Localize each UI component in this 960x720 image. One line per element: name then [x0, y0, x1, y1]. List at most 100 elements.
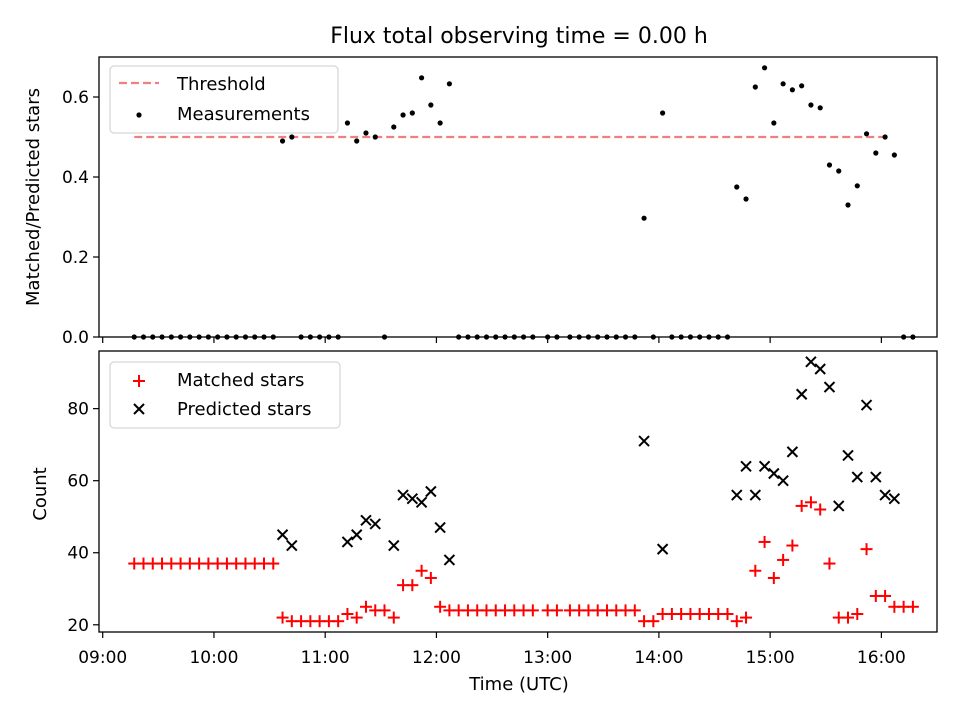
measurement-point — [279, 138, 286, 144]
measurement-point — [826, 162, 833, 168]
matched-star-point — [526, 604, 539, 617]
matched-star-point — [332, 615, 345, 628]
predicted-star-point — [860, 399, 873, 411]
bottom-axes-frame — [98, 350, 938, 633]
matched-star-point — [814, 503, 827, 516]
matched-star-point — [823, 557, 836, 570]
matched-star-point — [767, 571, 780, 584]
measurement-point — [882, 134, 888, 140]
measurement-point — [418, 75, 425, 81]
measurement-point — [845, 202, 851, 208]
predicted-star-point — [731, 489, 743, 501]
legend-threshold-label: Threshold — [176, 74, 266, 95]
measurement-point — [372, 134, 378, 140]
top-panel: 0.0 0.2 0.4 0.6 Matched/Predicted stars Thr… — [23, 56, 938, 348]
matched-star-point — [628, 604, 641, 617]
matched-star-point — [424, 571, 437, 584]
matched-star-point — [758, 535, 771, 548]
predicted-star-point — [276, 529, 289, 541]
measurement-point — [808, 102, 814, 108]
predicted-star-point — [350, 529, 363, 541]
measurement-point — [363, 130, 369, 136]
matched-star-point — [842, 611, 855, 624]
legend-measurements-swatch — [136, 112, 142, 118]
bottom-xtick-label: 16:00 — [857, 648, 906, 668]
predicted-star-point — [814, 363, 826, 375]
matched-star-point — [359, 600, 372, 613]
matched-star-point — [550, 604, 563, 617]
predicted-star-point — [443, 554, 456, 566]
predicted-star-point — [406, 492, 419, 505]
predicted-star-point — [434, 521, 446, 534]
predicted-star-point — [388, 539, 400, 552]
matched-star-point — [879, 589, 892, 602]
predicted-star-point — [638, 435, 650, 447]
measurement-point — [817, 105, 823, 111]
matched-star-point — [350, 611, 363, 624]
matched-star-point — [804, 496, 817, 509]
matched-star-point — [860, 543, 873, 556]
measurement-point — [799, 83, 805, 89]
measurement-point — [780, 81, 786, 87]
legend-predicted-swatch — [133, 403, 145, 415]
matched-star-point — [434, 600, 447, 613]
matched-star-point — [387, 611, 400, 624]
predicted-star-point — [397, 489, 409, 501]
bottom-yticks: 20 40 60 80 — [67, 400, 99, 636]
measurement-point — [743, 196, 749, 202]
predicted-star-point — [879, 489, 891, 501]
predicted-star-point — [286, 539, 298, 552]
matched-star-point — [406, 579, 419, 592]
bottom-xtick-label: 13:00 — [523, 648, 572, 668]
predicted-star-point — [749, 489, 762, 501]
legend-predicted-label: Predicted stars — [177, 399, 311, 420]
matched-star-point — [786, 539, 799, 552]
predicted-star-point — [777, 474, 789, 487]
matched-star-point — [777, 553, 790, 566]
top-legend: Threshold Measurements — [109, 65, 339, 134]
matched-star-point — [749, 564, 762, 577]
measurement-point — [761, 65, 768, 71]
bottom-xtick-label: 12:00 — [412, 648, 461, 668]
bottom-xticks: 09:00 10:00 11:00 12:00 13:00 14:00 15:00 16:00 — [78, 632, 906, 668]
matched-star-point — [276, 611, 289, 624]
bottom-y-axis-label: Count — [30, 467, 51, 520]
legend-matched-swatch — [133, 375, 145, 387]
top-ytick-label: 0.6 — [62, 88, 89, 108]
measurement-point — [734, 184, 740, 190]
bottom-legend: Matched stars Predicted stars — [109, 361, 341, 429]
top-yticks: 0.0 0.2 0.4 0.6 — [62, 88, 99, 348]
bottom-marks — [128, 356, 919, 628]
predicted-star-point — [823, 381, 836, 393]
predicted-star-point — [656, 543, 669, 555]
matched-star-point — [851, 607, 864, 620]
bottom-ytick-label: 40 — [67, 544, 89, 564]
predicted-star-point — [740, 460, 752, 472]
predicted-star-point — [369, 518, 381, 530]
measurement-point — [863, 131, 870, 137]
matched-star-point — [721, 607, 734, 620]
measurement-point — [409, 110, 415, 116]
top-legend-box — [109, 65, 339, 134]
predicted-star-point — [425, 485, 437, 498]
predicted-star-point — [795, 388, 808, 400]
measurement-point — [354, 138, 360, 144]
matched-star-point — [341, 607, 354, 620]
bottom-xtick-label: 10:00 — [189, 648, 238, 668]
matched-star-point — [740, 611, 753, 624]
legend-matched-label: Matched stars — [177, 370, 304, 391]
matched-star-point — [647, 615, 660, 628]
bottom-xtick-label: 09:00 — [78, 648, 127, 668]
predicted-star-point — [842, 449, 854, 462]
predicted-star-point — [870, 471, 882, 483]
matched-star-point — [378, 604, 391, 617]
top-y-axis-label: Matched/Predicted stars — [23, 88, 44, 306]
top-ytick-label: 0.0 — [62, 328, 89, 348]
measurement-point — [789, 87, 795, 93]
bottom-xtick-label: 14:00 — [634, 648, 683, 668]
predicted-star-point — [851, 471, 863, 483]
predicted-star-point — [786, 446, 799, 458]
measurement-point — [854, 183, 860, 189]
matched-star-point — [795, 499, 808, 512]
